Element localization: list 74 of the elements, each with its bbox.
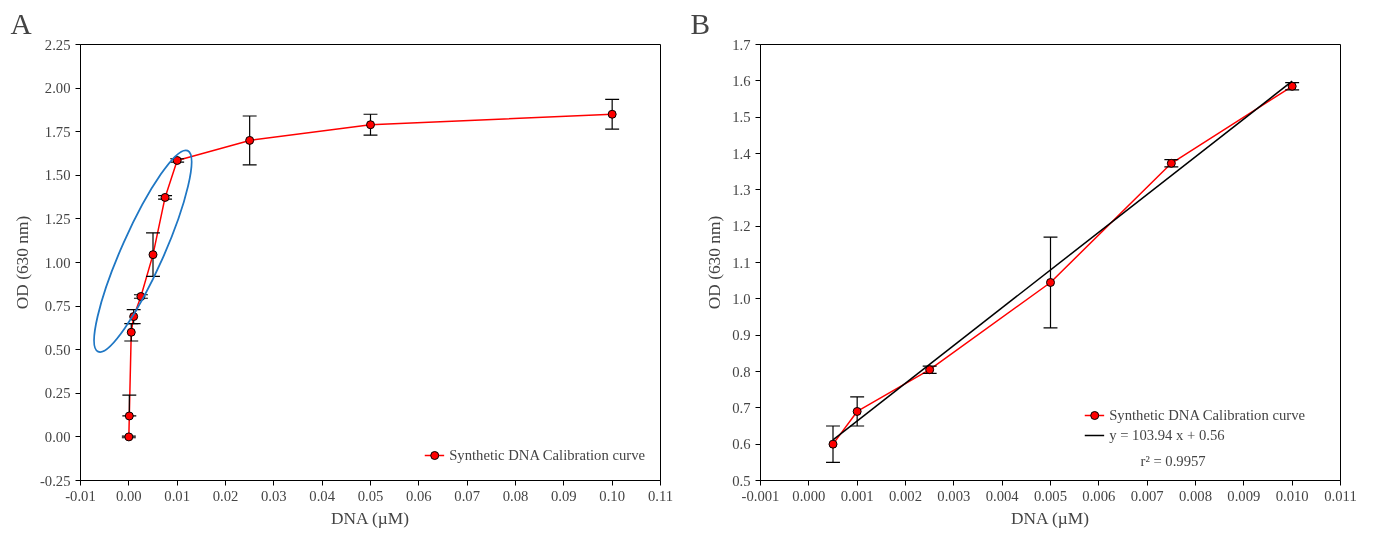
legend-label: y = 103.94 x + 0.56 [1109, 426, 1225, 444]
point [245, 135, 255, 145]
legend-label: Synthetic DNA Calibration curve [449, 446, 645, 464]
x-tick-label: 0.002 [889, 487, 922, 504]
y-tick-label: 1.5 [732, 109, 751, 126]
point [124, 411, 134, 421]
y-tick-label: 1.0 [732, 290, 751, 307]
y-tick-label: 0.50 [44, 341, 71, 358]
x-tick-label: 0.011 [1324, 487, 1357, 504]
x-tick-label: 0.04 [309, 487, 336, 504]
y-tick-label: 1.6 [732, 72, 751, 89]
y-axis-title: OD (630 nm) [705, 215, 725, 310]
x-tick-label: 0.06 [406, 487, 432, 504]
y-tick-label: 2.00 [44, 80, 71, 97]
y-tick-label: 1.7 [732, 36, 751, 53]
point [828, 439, 838, 449]
x-tick-label: -0.001 [741, 487, 780, 504]
y-tick-label: 0.25 [44, 385, 71, 402]
y-axis-title: OD (630 nm) [12, 215, 32, 310]
x-tick-label: 0.09 [551, 487, 577, 504]
chart-title: A [10, 7, 32, 40]
y-tick-label: 2.25 [44, 36, 71, 53]
chart-title: B [690, 7, 711, 40]
point [124, 432, 134, 442]
x-tick-label: 0.01 [164, 487, 190, 504]
point [126, 327, 136, 337]
x-tick-label: 0.08 [502, 487, 529, 504]
y-tick-label: 1.1 [732, 254, 751, 271]
y-tick-label: 0.75 [44, 298, 71, 315]
x-tick-label: 0.000 [792, 487, 826, 504]
point [1046, 277, 1055, 287]
x-tick-label: 0.07 [454, 487, 480, 504]
y-tick-label: 0.8 [732, 363, 751, 380]
x-tick-label: -0.01 [65, 487, 96, 504]
y-tick-label: 0.9 [732, 327, 751, 344]
y-tick-label: 1.50 [44, 167, 71, 184]
x-tick-label: 0.008 [1179, 487, 1212, 504]
x-tick-label: 0.05 [357, 487, 384, 504]
x-tick-label: 0.03 [261, 487, 287, 504]
x-tick-label: 0.007 [1130, 487, 1164, 504]
legend-label: Synthetic DNA Calibration curve [1109, 406, 1305, 424]
y-tick-label: 0.7 [732, 399, 751, 416]
point [925, 365, 935, 375]
x-tick-label: 0.001 [840, 487, 874, 504]
point [366, 120, 375, 130]
point [607, 109, 617, 119]
x-tick-label: 0.11 [647, 487, 674, 504]
x-tick-label: 0.006 [1082, 487, 1116, 504]
point [1287, 81, 1297, 91]
y-tick-label: 1.4 [732, 145, 752, 162]
y-tick-label: 1.3 [732, 181, 751, 198]
y-tick-label: 1.25 [44, 210, 71, 227]
x-tick-label: 0.00 [116, 487, 142, 504]
x-tick-label: 0.02 [212, 487, 239, 504]
x-tick-label: 0.005 [1034, 487, 1067, 504]
point [160, 192, 170, 202]
x-axis-title: DNA (µM) [331, 508, 410, 528]
y-tick-label: 1.00 [44, 254, 71, 271]
point [852, 406, 862, 416]
point [1166, 158, 1176, 168]
x-tick-label: 0.010 [1275, 487, 1309, 504]
annotation: r² = 0.9957 [1140, 452, 1206, 469]
y-tick-label: 0.6 [732, 436, 751, 453]
x-tick-label: 0.003 [937, 487, 971, 504]
y-tick-label: -0.25 [39, 472, 71, 489]
y-tick-label: 1.75 [44, 123, 71, 140]
point [148, 250, 158, 260]
y-tick-label: 1.2 [732, 218, 751, 235]
y-tick-label: 0.5 [732, 472, 751, 489]
x-axis-title: DNA (µM) [1011, 508, 1090, 528]
x-tick-label: 0.10 [599, 487, 625, 504]
x-tick-label: 0.009 [1227, 487, 1261, 504]
y-tick-label: 0.00 [44, 428, 71, 445]
x-tick-label: 0.004 [985, 487, 1020, 504]
